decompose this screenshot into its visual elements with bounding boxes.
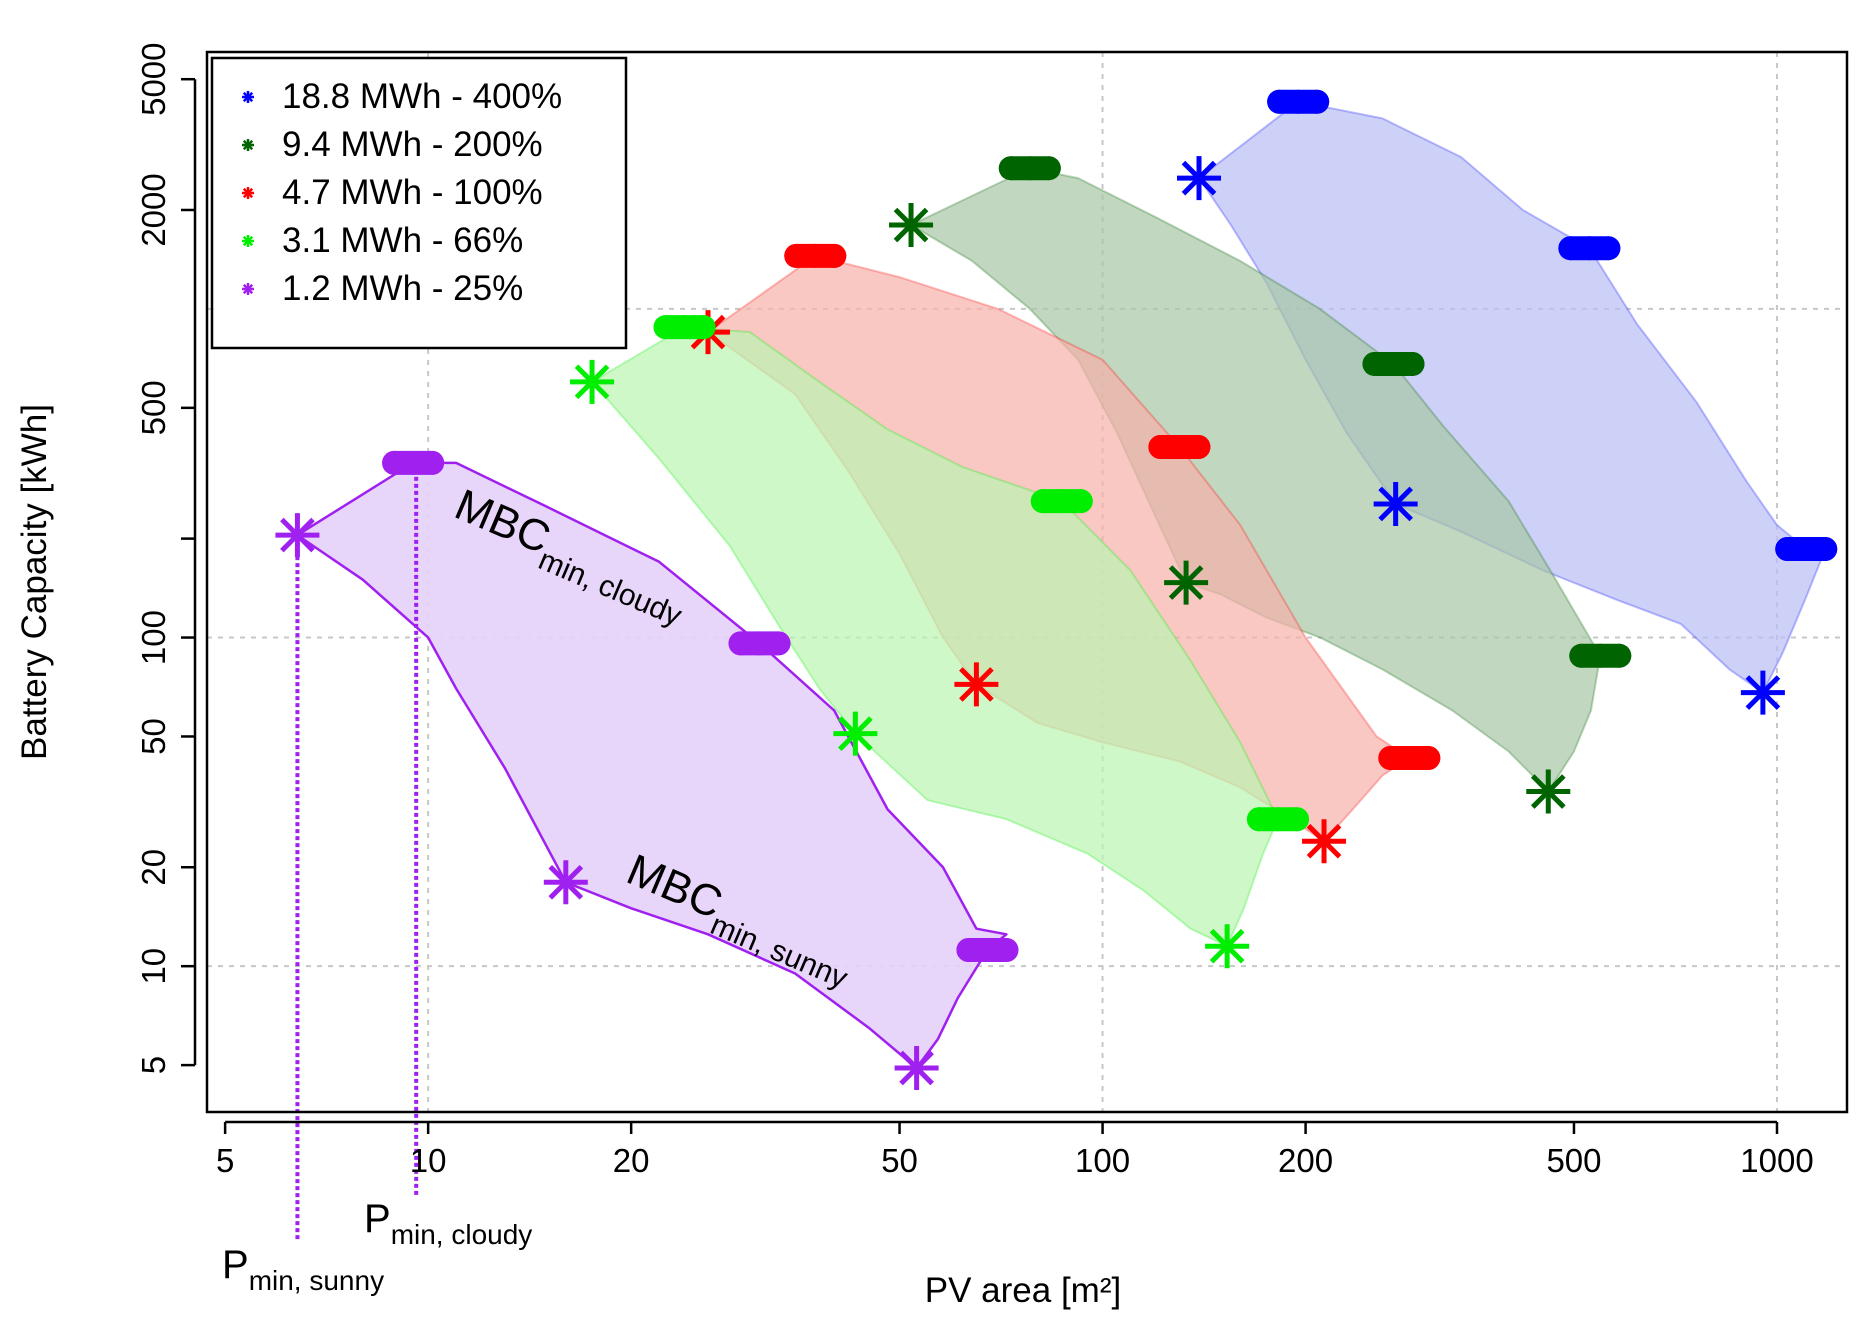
p-cloudy-label: Pmin, cloudy: [364, 1197, 532, 1250]
legend-star: [242, 283, 254, 295]
star-series-3-2: [954, 662, 999, 707]
legend-star: [242, 235, 254, 247]
star-series-3-3: [1302, 819, 1347, 864]
marks: [275, 89, 1838, 1090]
y-tick-label: 2000: [135, 173, 172, 246]
star-series-1-2: [1373, 481, 1418, 526]
dot-series-2-1: [998, 156, 1061, 181]
plot-frame: [205, 50, 1849, 1114]
legend-label: 9.4 MWh - 200%: [282, 125, 543, 164]
star-series-5-3: [894, 1045, 939, 1090]
p-sunny-main: P: [222, 1243, 249, 1287]
x-tick-label: 500: [1546, 1142, 1601, 1179]
legend-item: 1.2 MWh - 25%: [242, 269, 523, 308]
y-tick-label: 10: [135, 948, 172, 985]
star-series-5-1: [275, 513, 320, 558]
dot-series-3-2: [1148, 435, 1211, 460]
y-tick-label: 100: [135, 610, 172, 665]
x-axis-title: PV area [m²]: [925, 1271, 1121, 1310]
legend-star: [242, 187, 254, 199]
y-tick-label: 20: [135, 849, 172, 886]
star-series-1-3: [1740, 670, 1785, 715]
dot-series-2-2: [1362, 351, 1425, 376]
dot-series-1-3: [1775, 536, 1838, 561]
legend-star: [242, 139, 254, 151]
y-axis-title: Battery Capacity [kWh]: [15, 404, 54, 760]
star-series-2-3: [1526, 769, 1571, 814]
band-4: [591, 326, 1279, 948]
y-tick-label: 5000: [135, 42, 172, 115]
dot-series-4-2: [1030, 489, 1093, 514]
y-tick-label: 5: [135, 1056, 172, 1074]
star-series-5-2: [543, 860, 588, 905]
legend-item: 4.7 MWh - 100%: [242, 173, 543, 212]
dot-series-2-3: [1569, 643, 1632, 668]
star-series-4-1: [570, 359, 615, 404]
legend: 18.8 MWh - 400% 9.4 MWh - 200% 4.7 MWh - 1…: [210, 56, 628, 350]
x-tick-label: 200: [1278, 1142, 1333, 1179]
legend-box: [210, 56, 628, 350]
legend-item: 18.8 MWh - 400%: [242, 77, 562, 116]
dot-series-4-3: [1246, 807, 1309, 832]
legend-label: 18.8 MWh - 400%: [282, 77, 562, 116]
star-series-4-2: [833, 711, 878, 756]
dot-series-5-1: [382, 450, 445, 475]
x-tick-label: 10: [410, 1142, 447, 1179]
p-sunny-sub: min, sunny: [249, 1265, 384, 1296]
axes: 5 10 20 50 100 200 500 100051020501005002000500…: [135, 42, 1814, 1179]
legend-label: 3.1 MWh - 66%: [282, 221, 523, 260]
x-tick-label: 100: [1075, 1142, 1130, 1179]
star-series-2-1: [889, 203, 934, 248]
x-tick-label: 1000: [1740, 1142, 1813, 1179]
dot-series-3-1: [784, 243, 847, 268]
y-tick-label: 50: [135, 718, 172, 755]
x-tick-label: 50: [881, 1142, 918, 1179]
star-series-1-1: [1177, 156, 1222, 201]
dot-series-1-1: [1267, 89, 1330, 114]
legend-item: 9.4 MWh - 200%: [242, 125, 543, 164]
dot-series-5-2: [728, 631, 791, 656]
band-5: [296, 461, 1008, 1070]
legend-star: [242, 91, 254, 103]
star-series-2-2: [1164, 560, 1209, 605]
legend-label: 1.2 MWh - 25%: [282, 269, 523, 308]
p-sunny-label: Pmin, sunny: [222, 1243, 384, 1296]
x-tick-label: 5: [216, 1142, 234, 1179]
y-tick-label: 500: [135, 380, 172, 435]
star-series-4-3: [1205, 924, 1250, 969]
dot-series-3-3: [1378, 746, 1441, 771]
p-cloudy-main: P: [364, 1197, 391, 1241]
p-cloudy-sub: min, cloudy: [391, 1219, 533, 1250]
dot-series-5-3: [956, 938, 1019, 963]
x-tick-label: 20: [613, 1142, 650, 1179]
legend-item: 3.1 MWh - 66%: [242, 221, 523, 260]
legend-label: 4.7 MWh - 100%: [282, 173, 543, 212]
dot-series-1-2: [1558, 236, 1621, 261]
dot-series-4-1: [653, 315, 716, 340]
